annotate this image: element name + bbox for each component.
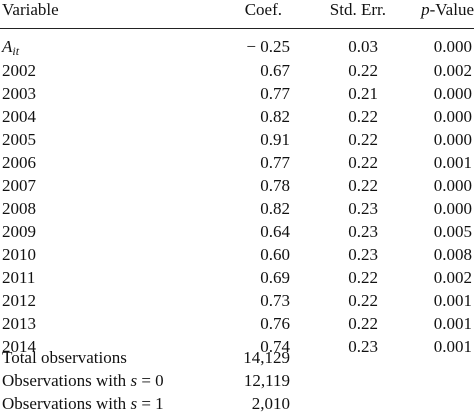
row-label: 2002 xyxy=(2,61,36,80)
header-std-err: Std. Err. xyxy=(329,0,386,19)
coef-value: − 0.25 xyxy=(246,37,290,56)
header-p-value: p-Value xyxy=(380,0,474,20)
table-row: 2004 0.82 0.22 0.000 xyxy=(0,107,474,127)
std-err-value: 0.22 xyxy=(348,107,378,126)
row-label: Observations with s = 1 xyxy=(2,394,164,414)
table-row: 2009 0.64 0.23 0.005 xyxy=(0,222,474,242)
variable-sub: it xyxy=(12,44,20,58)
table-row: Observations with s = 0 12,119 xyxy=(0,371,474,391)
p-value: 0.000 xyxy=(433,107,472,126)
std-err-value: 0.23 xyxy=(348,337,378,356)
row-label: 2005 xyxy=(2,130,36,149)
p-value: 0.001 xyxy=(433,153,472,172)
coef-value: 12,119 xyxy=(243,371,290,390)
coef-value: 0.77 xyxy=(260,84,290,103)
row-label: Ait xyxy=(2,37,19,61)
row-label: 2003 xyxy=(2,84,36,103)
p-value: 0.005 xyxy=(433,222,472,241)
std-err-value: 0.22 xyxy=(348,268,378,287)
p-value: 0.008 xyxy=(433,245,472,264)
p-value: 0.000 xyxy=(433,84,472,103)
row-label: 2011 xyxy=(2,268,36,287)
row-label: 2014 xyxy=(2,337,36,356)
row-label: Total observations xyxy=(2,348,127,367)
row-label: 2007 xyxy=(2,176,36,195)
table-row: 2012 0.73 0.22 0.001 xyxy=(0,291,474,311)
p-value: 0.001 xyxy=(433,337,472,356)
coef-value: 0.82 xyxy=(260,199,290,218)
header-p-value-italic: p xyxy=(421,0,430,19)
table-row: Observations with s = 1 2,010 xyxy=(0,394,474,414)
p-value: 0.002 xyxy=(433,61,472,80)
std-err-value: 0.22 xyxy=(348,291,378,310)
std-err-value: 0.23 xyxy=(348,245,378,264)
row-label: 2009 xyxy=(2,222,36,241)
table-row: 2002 0.67 0.22 0.002 xyxy=(0,61,474,81)
p-value: 0.001 xyxy=(433,314,472,333)
row-label: 2012 xyxy=(2,291,36,310)
header-rule xyxy=(0,28,474,29)
header-coef: Coef. xyxy=(244,0,282,19)
std-err-value: 0.23 xyxy=(348,222,378,241)
std-err-value: 0.22 xyxy=(348,130,378,149)
p-value: 0.000 xyxy=(433,176,472,195)
table-row: Ait − 0.25 0.03 0.000 xyxy=(0,37,474,58)
coef-value: 0.76 xyxy=(260,314,290,333)
std-err-value: 0.22 xyxy=(348,314,378,333)
table-row: 2005 0.91 0.22 0.000 xyxy=(0,130,474,150)
row-label: Observations with s = 0 xyxy=(2,371,164,391)
p-value: 0.002 xyxy=(433,268,472,287)
variable-pre: Observations with xyxy=(2,371,131,390)
row-label: 2013 xyxy=(2,314,36,333)
p-value: 0.000 xyxy=(433,37,472,56)
std-err-value: 0.22 xyxy=(348,153,378,172)
p-value: 0.000 xyxy=(433,130,472,149)
table-row: 2006 0.77 0.22 0.001 xyxy=(0,153,474,173)
variable-post: = 1 xyxy=(137,394,164,413)
std-err-value: 0.22 xyxy=(348,61,378,80)
table-row: 2013 0.76 0.22 0.001 xyxy=(0,314,474,334)
p-value: 0.000 xyxy=(433,199,472,218)
coef-value: 0.74 xyxy=(260,337,290,356)
std-err-value: 0.21 xyxy=(348,84,378,103)
coef-value: 2,010 xyxy=(251,394,290,413)
table-row: 2007 0.78 0.22 0.000 xyxy=(0,176,474,196)
variable-italic: s xyxy=(130,394,138,413)
table-row: 2003 0.77 0.21 0.000 xyxy=(0,84,474,104)
std-err-value: 0.03 xyxy=(348,37,378,56)
row-label: 2006 xyxy=(2,153,36,172)
table-header: Variable Coef. Std. Err. p-Value xyxy=(0,0,474,28)
coef-value: 0.77 xyxy=(260,153,290,172)
coef-value: 0.69 xyxy=(260,268,290,287)
coef-value: 14,129 xyxy=(243,348,290,367)
std-err-value: 0.23 xyxy=(348,199,378,218)
row-label: 2010 xyxy=(2,245,36,264)
variable-pre: Observations with xyxy=(2,394,131,413)
coef-value: 0.78 xyxy=(260,176,290,195)
table-row: 2014 0.74 0.23 0.001 xyxy=(0,337,474,357)
header-p-value-rest: -Value xyxy=(429,0,474,19)
header-variable: Variable xyxy=(2,0,59,19)
coef-value: 0.67 xyxy=(260,61,290,80)
variable-main: A xyxy=(2,37,13,56)
p-value: 0.001 xyxy=(433,291,472,310)
variable-italic: s xyxy=(130,371,138,390)
table-row: 2011 0.69 0.22 0.002 xyxy=(0,268,474,288)
coef-value: 0.60 xyxy=(260,245,290,264)
table-row: 2008 0.82 0.23 0.000 xyxy=(0,199,474,219)
coef-value: 0.82 xyxy=(260,107,290,126)
row-label: 2008 xyxy=(2,199,36,218)
row-label: 2004 xyxy=(2,107,36,126)
coef-value: 0.91 xyxy=(260,130,290,149)
table-row: 2010 0.60 0.23 0.008 xyxy=(0,245,474,265)
variable-post: = 0 xyxy=(137,371,164,390)
std-err-value: 0.22 xyxy=(348,176,378,195)
table-row: Total observations 14,129 xyxy=(0,348,474,368)
coef-value: 0.73 xyxy=(260,291,290,310)
coef-value: 0.64 xyxy=(260,222,290,241)
